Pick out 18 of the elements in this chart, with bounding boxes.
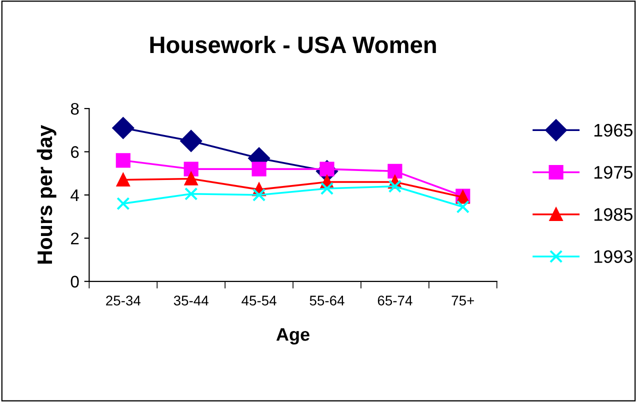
x-tick-label: 25-34 xyxy=(106,296,141,306)
chart-title: Housework - USA Women xyxy=(150,36,436,54)
x-tick-label: 35-44 xyxy=(174,296,208,306)
y-tick-label: 8 xyxy=(70,102,79,115)
y-tick-label: 4 xyxy=(70,190,79,202)
legend-label: 1985 xyxy=(594,208,632,221)
x-tick-label: 65-74 xyxy=(378,296,412,306)
x-tick-label: 75+ xyxy=(452,296,474,306)
legend-label: 1975 xyxy=(594,166,632,179)
y-tick-label: 2 xyxy=(71,232,79,244)
legend-label: 1965 xyxy=(594,124,632,137)
y-axis-title: Hours per day xyxy=(36,125,56,264)
y-tick-label: 0 xyxy=(70,276,79,288)
x-tick-label: 55-64 xyxy=(310,296,344,306)
x-axis-title: Age xyxy=(276,328,310,345)
x-tick-label: 45-54 xyxy=(242,296,276,306)
legend-label: 1993 xyxy=(594,250,632,263)
y-tick-label: 6 xyxy=(71,146,79,158)
